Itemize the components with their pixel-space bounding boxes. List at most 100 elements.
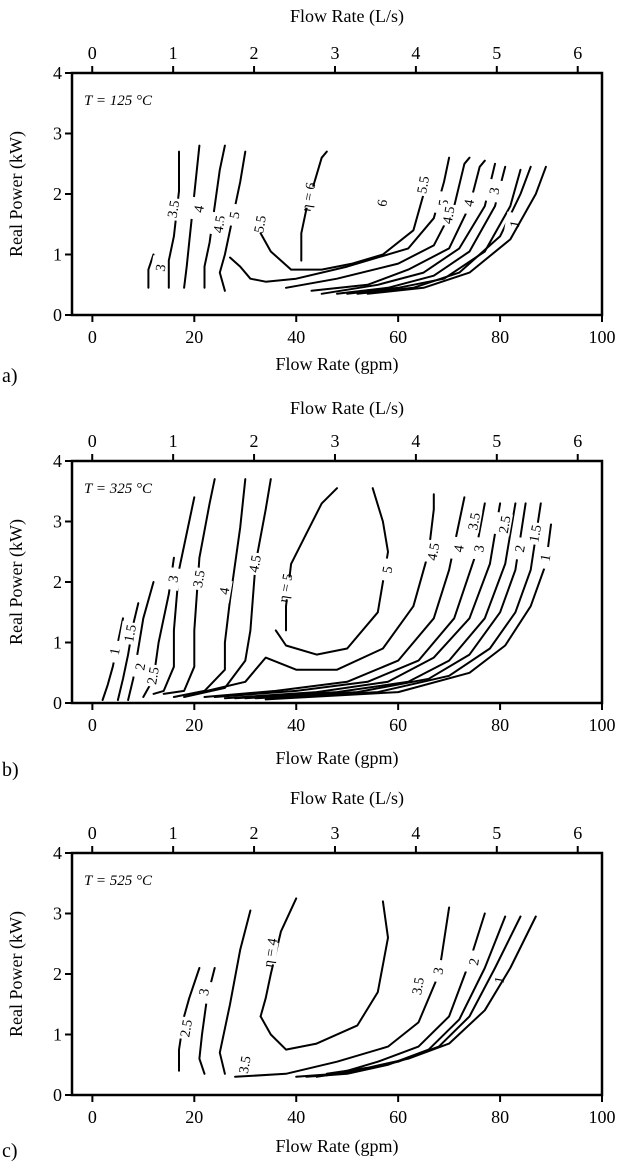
- y-tick-label: 3: [53, 124, 62, 144]
- contour-label: 4.5: [441, 205, 459, 225]
- contour-line: [213, 502, 486, 698]
- contour-label-bg: [274, 575, 294, 600]
- contour-label: 4: [452, 544, 468, 553]
- contour-label: 5: [380, 565, 396, 574]
- contour-label: 5: [437, 198, 453, 207]
- contour-label: η = 4: [261, 937, 281, 968]
- x2-tick-label: 0: [88, 431, 97, 451]
- panel-letter: a): [2, 365, 18, 387]
- contour-line: [183, 144, 201, 289]
- x2-axis-title: Flow Rate (L/s): [290, 788, 404, 809]
- contour-label-bg: [447, 536, 468, 561]
- x-tick-label: 40: [287, 1107, 305, 1127]
- contour-line: [274, 487, 389, 656]
- contour-label: 5: [228, 211, 244, 220]
- x-tick-label: 60: [389, 715, 407, 735]
- contour-label: 3.5: [166, 199, 184, 219]
- contour-label: 3.5: [237, 1055, 255, 1075]
- contour-label: 3: [431, 966, 447, 975]
- contour-line: [152, 496, 196, 695]
- x2-tick-label: 4: [411, 43, 420, 63]
- contour-label-bg: [457, 190, 478, 215]
- y-tick-label: 1: [53, 1025, 62, 1045]
- contour-line: [320, 162, 496, 295]
- x2-axis-title: Flow Rate (L/s): [290, 398, 404, 419]
- contour-label: 2.5: [497, 515, 515, 535]
- contour-label-bg: [187, 196, 208, 221]
- contour-label-bg: [192, 979, 213, 1005]
- contour-label-bg: [174, 1015, 195, 1041]
- contour-label-bg: [103, 639, 124, 664]
- x2-tick-label: 4: [411, 431, 420, 451]
- x-tick-label: 20: [185, 715, 203, 735]
- contour-line: [172, 478, 247, 698]
- contour-label-bg: [371, 190, 391, 215]
- contour-label-bg: [223, 202, 243, 228]
- x2-axis-title: Flow Rate (L/s): [290, 6, 404, 27]
- contour-label-bg: [118, 620, 139, 646]
- contour-label-bg: [462, 949, 483, 974]
- x-tick-label: 0: [88, 1107, 97, 1127]
- contour-line: [167, 150, 180, 289]
- contour-label: 1: [538, 553, 554, 562]
- x-tick-label: 100: [589, 715, 616, 735]
- y-tick-label: 4: [53, 843, 62, 863]
- x-tick-label: 0: [88, 327, 97, 347]
- contour-label-bg: [534, 545, 554, 570]
- x2-tick-label: 2: [250, 43, 259, 63]
- contour-label-bg: [437, 202, 457, 228]
- contour-line: [259, 900, 389, 1051]
- contour-label: η = 5: [277, 572, 297, 603]
- contour-line: [285, 487, 338, 632]
- contour-label: 1.5: [527, 524, 545, 544]
- x-tick-label: 100: [589, 1107, 616, 1127]
- contour-line: [183, 478, 272, 698]
- contour-label: 2: [513, 544, 529, 553]
- contour-label: 2: [133, 662, 149, 671]
- contour-line: [325, 915, 537, 1075]
- x-tick-label: 80: [491, 327, 509, 347]
- contour-line: [127, 581, 155, 701]
- y-tick-label: 1: [53, 633, 62, 653]
- contour-label-bg: [376, 557, 396, 582]
- y-tick-label: 0: [53, 1085, 62, 1105]
- contour-line: [218, 150, 247, 292]
- contour-label-bg: [422, 539, 442, 564]
- contour-line: [259, 174, 430, 271]
- contour-label: 4: [462, 198, 478, 207]
- contour-label: 1: [493, 975, 509, 984]
- contour-line: [259, 897, 298, 1018]
- contour-line: [223, 502, 502, 700]
- panel-letter: b): [2, 759, 19, 781]
- y-tick-label: 2: [53, 184, 62, 204]
- contour-label: 2.5: [178, 1019, 196, 1039]
- contour-label: 4.5: [425, 542, 443, 562]
- contour-label-bg: [503, 211, 524, 237]
- contour-label-bg: [427, 958, 447, 983]
- contour-label-bg: [406, 973, 427, 998]
- contour-label: 6: [375, 198, 391, 207]
- x2-tick-label: 5: [492, 43, 501, 63]
- x2-tick-label: 3: [330, 43, 339, 63]
- contour-label: 1.5: [122, 624, 140, 644]
- x-tick-label: 80: [491, 715, 509, 735]
- contour-label-bg: [297, 184, 317, 209]
- contour-label: 3.5: [466, 512, 484, 532]
- contour-label: 3.5: [191, 569, 209, 589]
- x2-tick-label: 6: [573, 823, 582, 843]
- contour-label: 5.5: [252, 214, 270, 234]
- contour-label-bg: [508, 536, 529, 561]
- y-tick-label: 4: [53, 451, 62, 471]
- x-axis-title: Flow Rate (gpm): [276, 354, 399, 375]
- x2-tick-label: 0: [88, 43, 97, 63]
- contour-label: 1: [508, 220, 524, 229]
- y-axis-title: Real Power (kW): [6, 911, 27, 1037]
- contour-line: [116, 602, 140, 701]
- contour-label: 4: [192, 204, 208, 213]
- contour-line: [295, 912, 486, 1078]
- contour-line: [178, 967, 201, 1072]
- temperature-annotation: T = 325 °C: [84, 481, 153, 497]
- contour-label-bg: [523, 521, 544, 546]
- contour-label-bg: [141, 663, 162, 688]
